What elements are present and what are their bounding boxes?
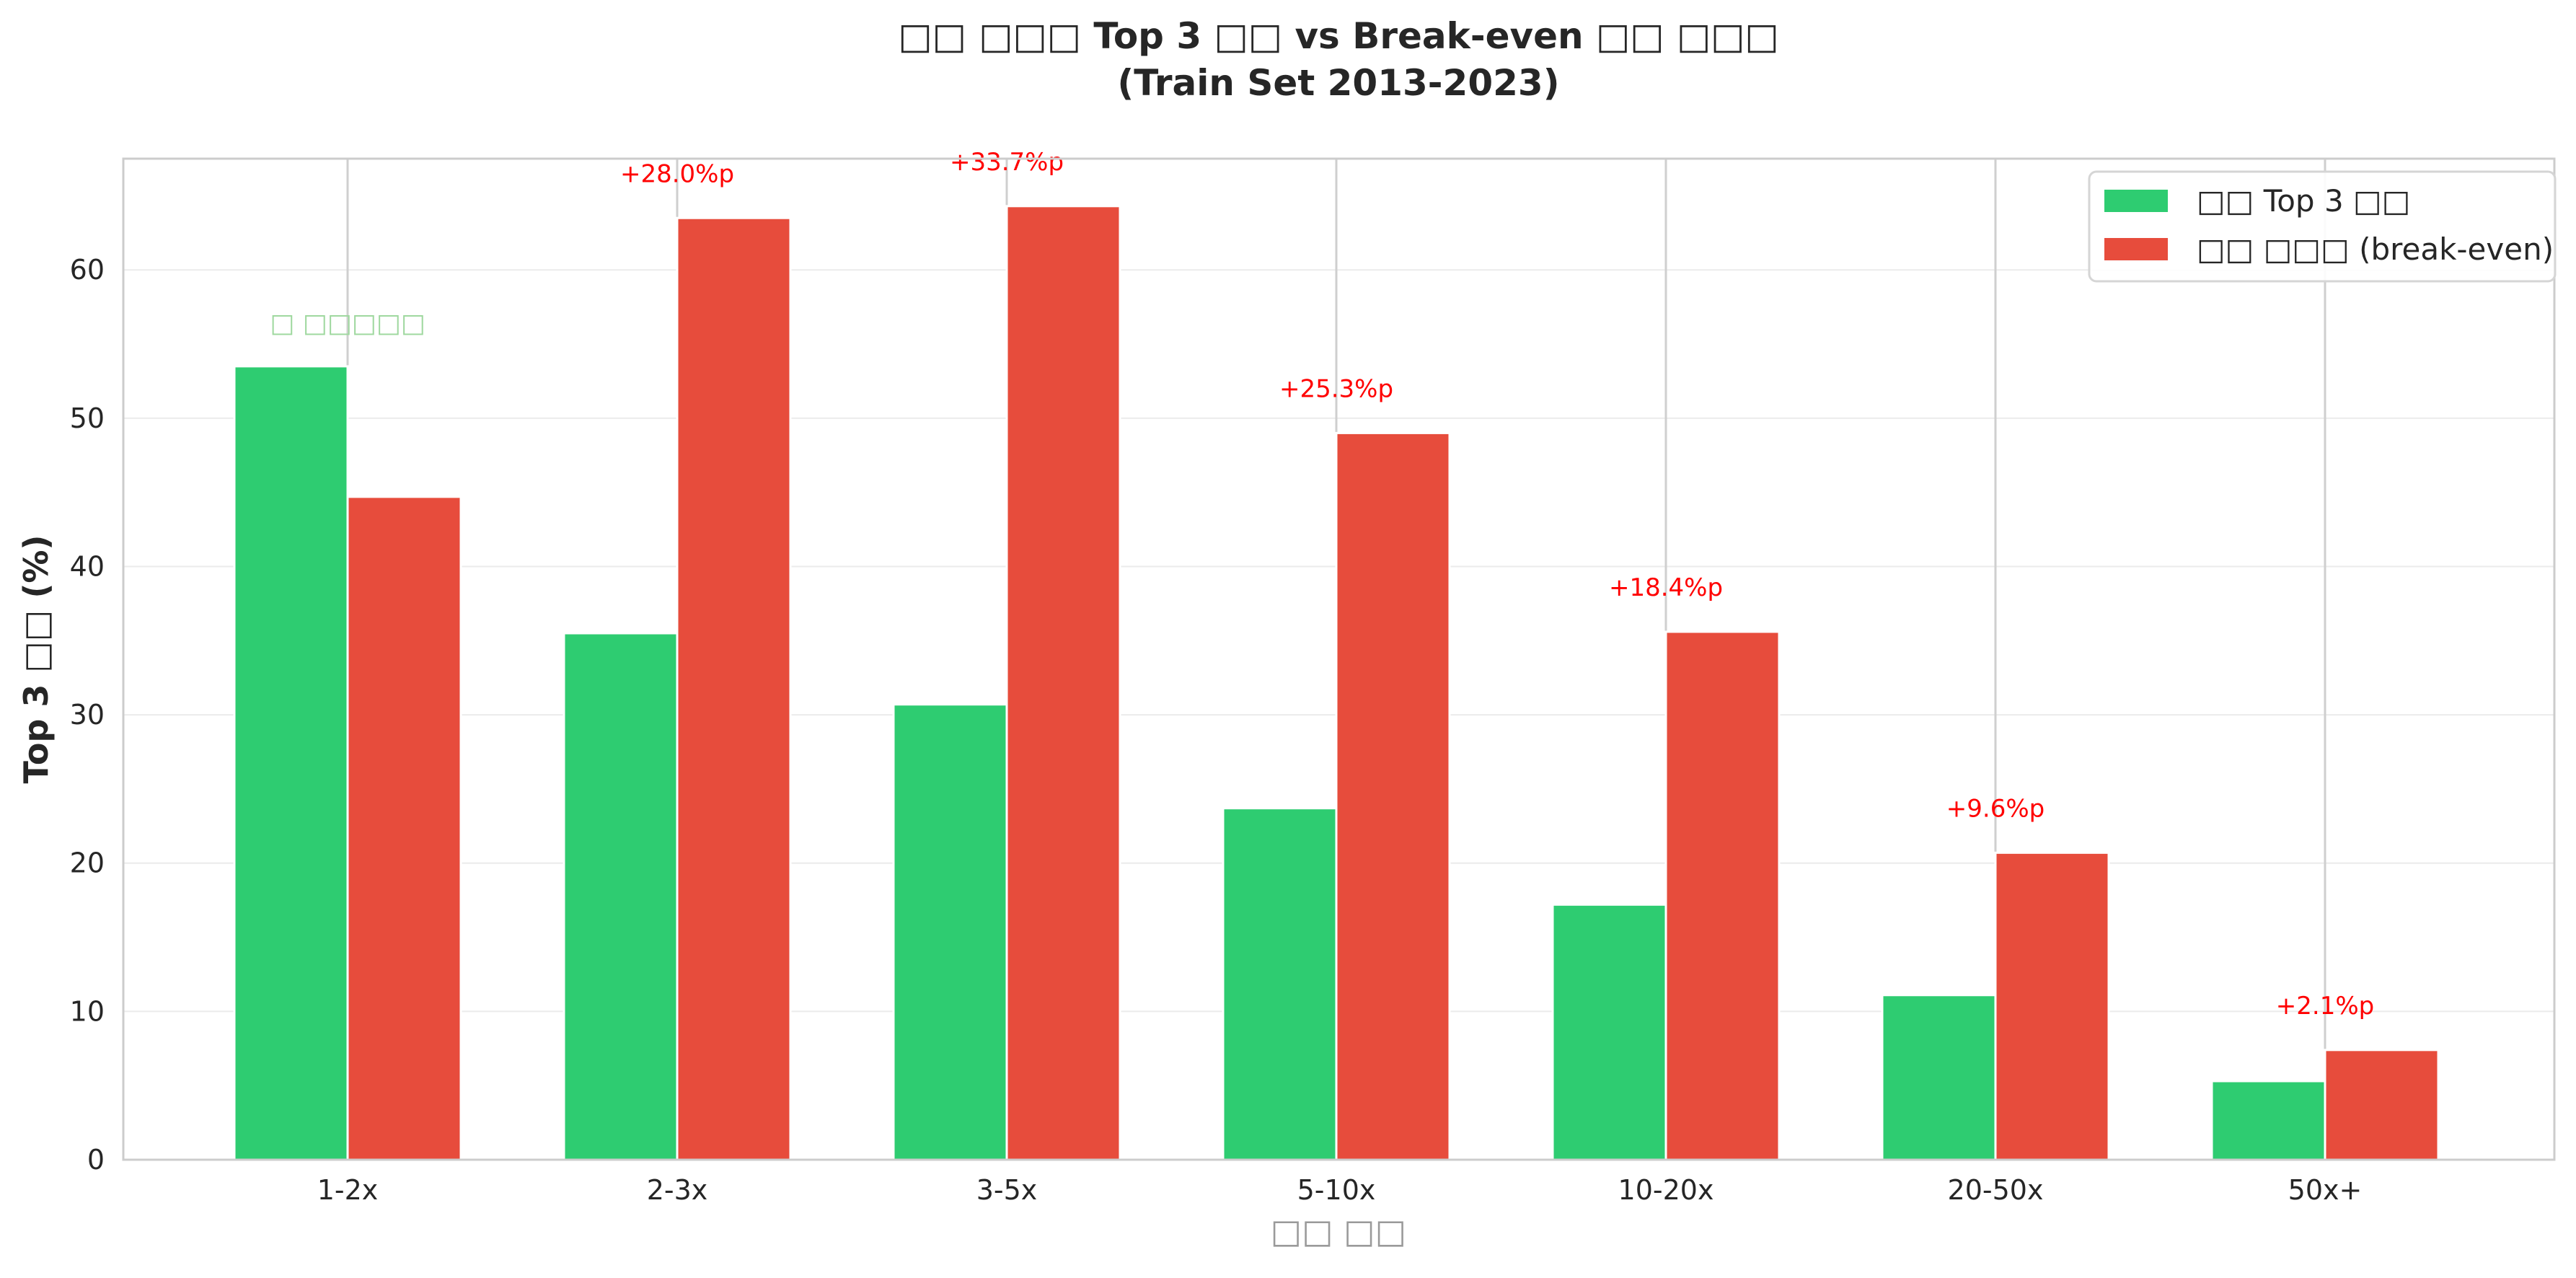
x-tick-label: 10-20x	[1618, 1174, 1714, 1206]
plot-frame	[122, 157, 2556, 1161]
difference-annotation: +33.7%p	[950, 148, 1064, 177]
x-tick-label: 2-3x	[647, 1174, 708, 1206]
x-tick-label: 20-50x	[1948, 1174, 2044, 1206]
bar-red	[1335, 431, 1451, 1161]
difference-annotation: +9.6%p	[1946, 794, 2045, 823]
annotations: +28.0%p +33.7%p +25.3%p +18.4%p +9.6%p +2.1%p…	[270, 148, 2374, 1021]
difference-annotation: +18.4%p	[1609, 573, 1723, 602]
chart-subtitle: (Train Set 2013-2023)	[1117, 62, 1559, 104]
difference-annotation: +2.1%p	[2276, 992, 2374, 1021]
bar-note: □ □□□□□	[270, 309, 425, 338]
bar-green	[1551, 903, 1667, 1161]
x-tick-label: 5-10x	[1297, 1174, 1376, 1206]
bar-red	[1994, 851, 2110, 1161]
y-tick-label: 60	[70, 254, 105, 286]
bar-green	[892, 703, 1008, 1161]
y-tick-label: 20	[70, 847, 105, 879]
x-tick-label: 1-2x	[317, 1174, 379, 1206]
bar-green	[1881, 994, 1997, 1161]
y-tick-label: 0	[87, 1144, 105, 1176]
x-axis-label: □□ □□	[1271, 1212, 1406, 1251]
y-tick-label: 50	[70, 402, 105, 434]
y-tick-label: 10	[70, 995, 105, 1027]
legend-box	[2088, 170, 2557, 283]
difference-annotation: +28.0%p	[620, 159, 734, 188]
grid	[123, 159, 2554, 1160]
bar-red	[1005, 205, 1121, 1161]
y-tick-label: 40	[70, 550, 105, 582]
bars	[233, 205, 2440, 1161]
axis-ticks: 0 10 20 30 40 50 60 1-2x 2-3x 3-5x 5-10x 10-20x 20-5…	[70, 254, 2363, 1206]
bar-green	[563, 632, 679, 1161]
bar-green	[233, 365, 349, 1161]
bar-red	[2324, 1049, 2440, 1161]
legend-swatch-red	[2104, 238, 2168, 260]
difference-annotation: +25.3%p	[1279, 374, 1393, 403]
chart-title: □□ □□□ Top 3 □□ vs Break-even □□ □□□	[898, 15, 1778, 57]
bar-red	[1664, 630, 1781, 1161]
legend-swatch-green	[2104, 190, 2168, 212]
bar-green	[1222, 807, 1338, 1161]
y-tick-label: 30	[70, 699, 105, 731]
bar-red	[676, 216, 792, 1161]
bar-green	[2210, 1080, 2326, 1161]
legend-label-green: □□ Top 3 □□	[2197, 183, 2410, 219]
x-tick-label: 3-5x	[976, 1174, 1038, 1206]
legend: □□ Top 3 □□ □□ □□□ (break-even)	[2088, 170, 2557, 283]
x-tick-label: 50x+	[2288, 1174, 2363, 1206]
bar-red	[346, 495, 462, 1161]
y-axis-label: Top 3 □□ (%)	[17, 535, 56, 784]
legend-label-red: □□ □□□ (break-even)	[2197, 232, 2554, 267]
